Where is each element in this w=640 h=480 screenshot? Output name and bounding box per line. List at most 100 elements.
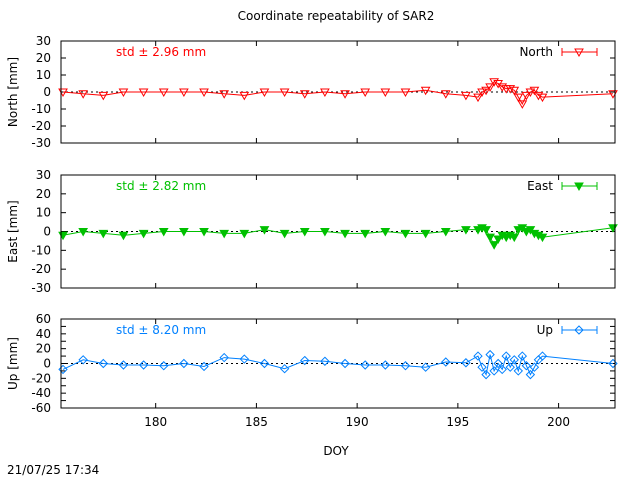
north-data-point	[360, 88, 371, 98]
x-tick-label: 185	[245, 415, 268, 429]
east-data-point	[239, 229, 250, 239]
up-data-point	[473, 351, 483, 361]
north-data-point	[497, 83, 508, 92]
y-tick-label: 30	[36, 34, 51, 48]
up-data-point	[199, 361, 209, 372]
panels: -30 -20 -10 0 10 20 30 std ± 2.96 mm North North …	[6, 34, 618, 429]
up-data-point	[485, 349, 495, 360]
timestamp: 21/07/25 17:34	[7, 463, 99, 477]
x-tick-label: 190	[346, 415, 369, 429]
north-data-point	[380, 88, 391, 98]
plot-frame	[60, 40, 616, 144]
east-data-point	[481, 226, 491, 235]
east-data-point	[509, 233, 520, 243]
north-data-point	[509, 86, 520, 96]
up-data-point	[497, 364, 507, 375]
north-data-point	[279, 88, 290, 98]
x-tick-label: 200	[547, 415, 570, 429]
north-data-point	[517, 100, 528, 109]
up-data-point	[179, 358, 189, 369]
y-tick-label: -20	[31, 262, 51, 276]
chart-title: Coordinate repeatability of SAR2	[238, 9, 435, 23]
north-data-point	[505, 85, 516, 94]
north-data-point	[179, 88, 189, 98]
up-data-point	[279, 363, 290, 374]
north-data-point	[533, 91, 544, 101]
east-data-point	[380, 228, 391, 237]
east-data-point	[219, 229, 230, 239]
north-data-point	[219, 90, 230, 99]
north-data-point	[485, 83, 495, 92]
east-data-point	[320, 228, 330, 237]
up-data-point	[441, 357, 451, 367]
y-tick-label: 60	[36, 312, 51, 326]
east-data-point	[78, 228, 89, 237]
north-data-point	[78, 90, 89, 99]
up-y-axis-label: Up [mm]	[6, 337, 20, 390]
up-data-point	[360, 360, 370, 370]
up-data-point	[525, 369, 536, 380]
up-data-point	[608, 358, 618, 369]
panel-east: -30 -20 -10 0 10 20 30 std ± 2.82 mm East East [m…	[6, 168, 618, 295]
north-data-point	[440, 90, 451, 99]
east-data-point	[199, 228, 209, 237]
north-data-point	[525, 88, 536, 98]
up-data-point	[517, 351, 528, 361]
north-data-point	[513, 93, 524, 103]
north-data-point	[118, 88, 129, 98]
y-tick-label: 40	[36, 327, 51, 341]
up-data-point	[138, 360, 149, 370]
up-data-point	[239, 354, 250, 364]
north-std-label: std ± 2.96 mm	[116, 45, 206, 59]
east-data-point	[485, 233, 495, 243]
up-data-point	[513, 366, 524, 376]
east-data-point	[440, 228, 451, 237]
up-data-point	[340, 358, 350, 369]
up-data-point	[493, 358, 503, 369]
y-tick-label: -10	[31, 243, 51, 257]
north-data-point	[299, 90, 310, 99]
y-tick-label: 30	[36, 168, 51, 182]
east-data-point	[340, 229, 350, 239]
up-data-point	[481, 369, 491, 380]
north-data-point	[420, 86, 431, 96]
north-data-point	[400, 88, 411, 98]
up-data-point	[400, 361, 411, 371]
up-data-point	[159, 361, 169, 371]
east-data-point	[98, 229, 109, 239]
up-data-point	[259, 358, 270, 369]
y-tick-label: -30	[31, 281, 51, 295]
east-data-point	[58, 231, 68, 241]
up-data-point	[537, 351, 548, 361]
y-tick-label: -30	[31, 136, 51, 150]
up-data-point	[219, 352, 229, 363]
north-series-line	[62, 81, 614, 105]
up-data-point	[320, 356, 330, 366]
north-data-point	[158, 88, 169, 98]
up-data-point	[505, 362, 515, 372]
up-data-point	[461, 358, 471, 368]
north-data-point	[489, 78, 499, 87]
east-data-point	[360, 229, 371, 239]
north-data-point	[320, 88, 330, 98]
north-data-point	[259, 88, 270, 98]
north-data-point	[473, 93, 483, 103]
up-data-point	[118, 360, 129, 370]
y-tick-label: -20	[31, 119, 51, 133]
north-data-point	[98, 91, 109, 101]
east-y-axis-label: East [mm]	[6, 200, 20, 262]
y-tick-label: -10	[31, 102, 51, 116]
up-data-point	[78, 355, 88, 365]
north-data-point	[529, 86, 540, 96]
y-tick-label: 0	[43, 357, 51, 371]
up-data-point	[380, 360, 391, 370]
north-data-point	[138, 88, 149, 98]
north-data-point	[477, 88, 487, 98]
east-data-point	[299, 228, 310, 237]
y-tick-label: -60	[31, 401, 51, 415]
east-data-point	[158, 228, 169, 237]
y-tick-label: -40	[31, 386, 51, 400]
y-tick-label: -20	[31, 371, 51, 385]
